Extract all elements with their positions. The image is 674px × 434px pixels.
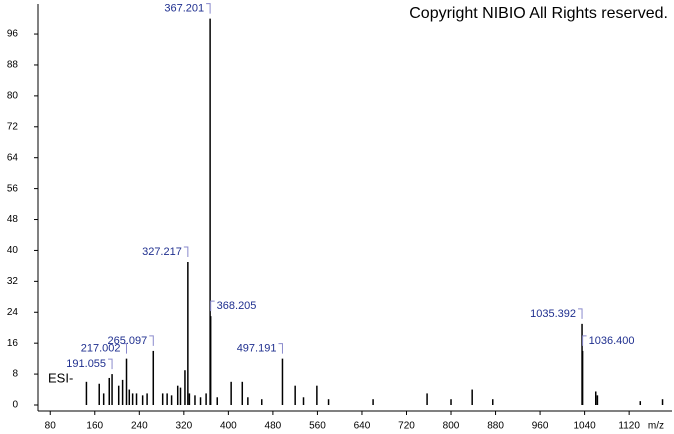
y-tick-label: 32	[7, 276, 19, 287]
x-tick-label: 560	[309, 421, 326, 432]
peak-label: 191.055	[66, 358, 106, 370]
y-tick-label: 40	[7, 245, 19, 256]
x-tick-label: 480	[265, 421, 282, 432]
y-tick-label: 96	[7, 29, 19, 40]
x-tick-label: 1040	[573, 421, 596, 432]
x-tick-label: 800	[443, 421, 460, 432]
y-tick-label: 24	[7, 307, 19, 318]
y-tick-label: 64	[7, 152, 19, 163]
peak-label: 367.201	[164, 2, 204, 14]
x-tick-label: 320	[175, 421, 192, 432]
label-bracket	[278, 343, 283, 354]
y-tick-label: 8	[12, 369, 18, 380]
y-tick-label: 56	[7, 183, 19, 194]
peak-label: 497.191	[237, 343, 277, 355]
label-bracket	[149, 335, 154, 346]
x-tick-label: 880	[487, 421, 504, 432]
y-tick-label: 0	[12, 400, 18, 411]
x-tick-label: 160	[86, 421, 103, 432]
y-tick-label: 16	[7, 338, 19, 349]
x-tick-label: 640	[354, 421, 371, 432]
y-tick-label: 72	[7, 121, 19, 132]
x-axis-label: m/z	[648, 421, 664, 432]
label-bracket	[582, 335, 587, 346]
x-tick-label: 240	[131, 421, 148, 432]
label-bracket	[206, 3, 211, 14]
x-tick-label: 720	[398, 421, 415, 432]
peak-label: 1036.400	[589, 335, 635, 347]
x-tick-label: 80	[45, 421, 57, 432]
label-bracket	[183, 246, 189, 258]
peak-label: 327.217	[142, 246, 182, 258]
peak-label: 368.205	[217, 300, 257, 312]
x-tick-label: 400	[220, 421, 237, 432]
y-tick-label: 80	[7, 91, 19, 102]
y-tick-label: 48	[7, 214, 19, 225]
peak-label: 265.097	[108, 335, 148, 347]
peak-label: 1035.392	[530, 308, 576, 320]
label-bracket	[210, 300, 215, 312]
chart-title: Copyright NIBIO All Rights reserved.	[409, 5, 668, 22]
annotation: ESI-	[48, 370, 73, 385]
peak-label: 217.002	[81, 343, 121, 355]
x-tick-label: 960	[532, 421, 549, 432]
y-tick-label: 88	[7, 60, 19, 71]
x-tick-label: 1120	[618, 421, 640, 432]
label-bracket	[122, 343, 128, 354]
label-bracket	[578, 308, 583, 319]
label-bracket	[108, 358, 113, 370]
